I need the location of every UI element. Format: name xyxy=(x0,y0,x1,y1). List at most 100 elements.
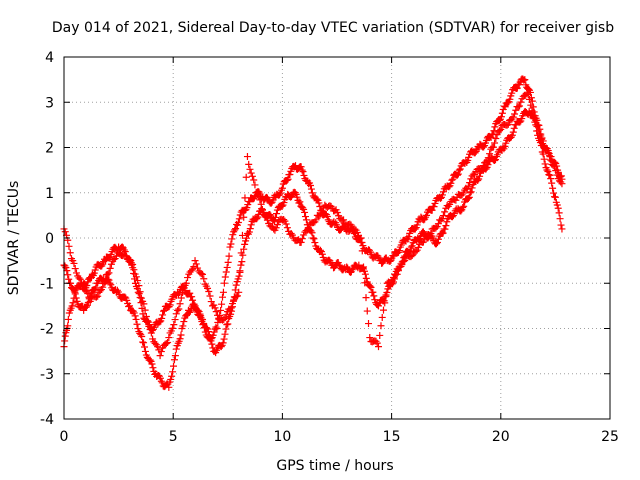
data-point xyxy=(399,257,407,265)
data-point xyxy=(105,276,113,284)
data-point xyxy=(133,320,141,328)
data-point xyxy=(159,311,167,319)
data-point xyxy=(208,340,216,348)
data-point xyxy=(158,314,166,322)
y-tick: 2 xyxy=(45,141,610,157)
data-point xyxy=(506,95,514,103)
data-point xyxy=(170,321,178,329)
data-point xyxy=(456,165,464,173)
data-point xyxy=(366,334,374,342)
data-point xyxy=(144,318,152,326)
data-point xyxy=(106,279,114,287)
data-point xyxy=(453,171,461,179)
data-point xyxy=(548,179,556,187)
data-point xyxy=(361,279,369,287)
data-point xyxy=(362,294,370,302)
y-tick: 3 xyxy=(45,95,610,111)
data-point xyxy=(558,225,566,233)
data-point xyxy=(197,270,205,278)
data-point xyxy=(308,229,316,237)
data-point xyxy=(303,226,311,234)
data-point xyxy=(232,293,240,301)
data-point xyxy=(524,90,532,98)
y-tick: -2 xyxy=(40,322,610,338)
data-point xyxy=(75,274,83,282)
data-point xyxy=(72,269,80,277)
data-point xyxy=(187,267,195,275)
data-point xyxy=(90,269,98,277)
data-point xyxy=(146,325,154,333)
data-point xyxy=(363,307,371,315)
data-point xyxy=(201,328,209,336)
data-point xyxy=(401,257,409,265)
data-point xyxy=(91,266,99,274)
data-point xyxy=(135,282,143,290)
data-point xyxy=(478,165,486,173)
data-point xyxy=(209,331,217,339)
data-point xyxy=(557,178,565,186)
y-tick-label: 4 xyxy=(45,50,54,66)
y-tick: -1 xyxy=(40,276,610,292)
data-point xyxy=(76,275,84,283)
data-point xyxy=(138,332,146,340)
data-point xyxy=(247,221,255,229)
data-point xyxy=(177,331,185,339)
data-point xyxy=(184,274,192,282)
data-point xyxy=(246,225,254,233)
data-point xyxy=(272,210,280,218)
data-point xyxy=(241,240,249,248)
data-point xyxy=(258,205,266,213)
data-point xyxy=(261,211,269,219)
data-point xyxy=(164,338,172,346)
data-point xyxy=(119,252,127,260)
data-point xyxy=(231,226,239,234)
data-point xyxy=(145,322,153,330)
data-point xyxy=(340,216,348,224)
data-point xyxy=(251,181,259,189)
data-point xyxy=(157,348,165,356)
data-point xyxy=(381,299,389,307)
data-point xyxy=(224,320,232,328)
data-point xyxy=(284,175,292,183)
data-point xyxy=(223,263,231,271)
data-point xyxy=(218,293,226,301)
data-point xyxy=(442,222,450,230)
data-point xyxy=(374,343,382,351)
data-point xyxy=(283,176,291,184)
data-point xyxy=(206,292,214,300)
data-point xyxy=(220,279,228,287)
data-point xyxy=(182,279,190,287)
data-point xyxy=(406,247,414,255)
data-point xyxy=(61,332,69,340)
data-point xyxy=(172,345,180,353)
data-point xyxy=(550,189,558,197)
data-point xyxy=(438,215,446,223)
data-point xyxy=(280,199,288,207)
data-point xyxy=(347,221,355,229)
data-point xyxy=(300,171,308,179)
data-point xyxy=(324,216,332,224)
data-point xyxy=(427,229,435,237)
data-point xyxy=(439,188,447,196)
data-point xyxy=(286,170,294,178)
data-point xyxy=(71,290,79,298)
data-point xyxy=(395,247,403,255)
data-point xyxy=(464,195,472,203)
x-tick-label: 15 xyxy=(383,429,401,445)
data-point xyxy=(113,286,121,294)
data-point xyxy=(148,360,156,368)
data-point xyxy=(272,224,280,232)
data-point xyxy=(227,304,235,312)
data-point xyxy=(433,239,441,247)
data-point xyxy=(179,289,187,297)
x-tick: 20 xyxy=(492,57,510,445)
y-tick: 0 xyxy=(45,231,610,247)
data-point xyxy=(100,280,108,287)
data-point xyxy=(539,150,547,158)
data-point xyxy=(243,204,251,212)
data-point xyxy=(175,305,183,313)
data-point xyxy=(476,172,484,180)
data-point xyxy=(61,337,69,345)
data-point xyxy=(393,270,401,278)
data-point xyxy=(238,231,246,239)
